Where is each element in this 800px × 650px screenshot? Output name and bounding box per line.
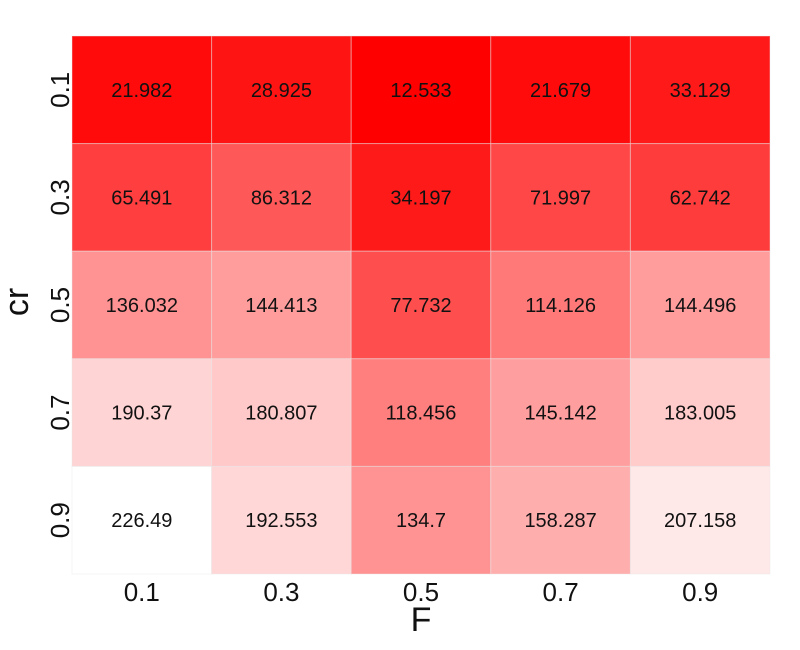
heatmap-cell bbox=[350, 250, 492, 360]
y-tick-label: 0.1 bbox=[45, 72, 75, 108]
heatmap-cell bbox=[629, 250, 771, 360]
y-tick-label: 0.3 bbox=[45, 179, 75, 215]
cell-value-label: 114.126 bbox=[525, 295, 596, 317]
heatmap-cell bbox=[71, 465, 213, 575]
cell-value-label: 145.142 bbox=[524, 403, 596, 425]
heatmap-cell bbox=[350, 35, 492, 145]
y-axis-title: cr bbox=[0, 288, 36, 316]
cell-value-label: 192.553 bbox=[245, 510, 317, 532]
heatmap-cell bbox=[490, 35, 631, 145]
cell-value-label: 71.997 bbox=[530, 187, 591, 209]
heatmap-cell bbox=[629, 358, 771, 467]
cell-value-label: 134.7 bbox=[396, 510, 446, 532]
cell-value-label: 226.49 bbox=[111, 510, 172, 532]
heatmap-cell bbox=[350, 465, 492, 575]
heatmap-cell bbox=[71, 35, 213, 145]
cell-value-label: 34.197 bbox=[390, 187, 451, 209]
cell-value-label: 12.533 bbox=[390, 80, 451, 102]
heatmap-cell bbox=[629, 35, 771, 145]
y-tick-label: 0.7 bbox=[45, 395, 75, 431]
x-axis-ticks: 0.1 0.3 0.5 0.7 0.9 bbox=[124, 577, 719, 607]
cell-value-label: 65.491 bbox=[111, 187, 172, 209]
x-tick-label: 0.9 bbox=[682, 577, 718, 607]
x-tick-label: 0.7 bbox=[543, 577, 579, 607]
heatmap-cell bbox=[350, 358, 492, 467]
y-axis-ticks: 0.1 0.3 0.5 0.7 0.9 bbox=[45, 72, 75, 539]
heatmap-cell bbox=[490, 358, 631, 467]
heatmap-cell bbox=[629, 143, 771, 252]
cell-value-label: 158.287 bbox=[524, 510, 596, 532]
heatmap-cell bbox=[211, 250, 352, 360]
heatmap-value-labels: 21.982 28.925 12.533 21.679 33.129 65.491 86.3… bbox=[106, 80, 737, 532]
cell-value-label: 77.732 bbox=[390, 295, 451, 317]
cell-value-label: 21.679 bbox=[530, 80, 591, 102]
cell-value-label: 21.982 bbox=[111, 80, 172, 102]
cell-value-label: 28.925 bbox=[251, 80, 312, 102]
heatmap-cell bbox=[350, 143, 492, 252]
heatmap-cell bbox=[211, 465, 352, 575]
cell-value-label: 136.032 bbox=[106, 295, 178, 317]
heatmap-cell bbox=[629, 465, 771, 575]
x-axis-title: F bbox=[411, 601, 432, 639]
x-tick-label: 0.5 bbox=[403, 577, 439, 607]
cell-value-label: 62.742 bbox=[670, 187, 731, 209]
cell-value-label: 118.456 bbox=[386, 403, 457, 425]
y-tick-label: 0.9 bbox=[45, 502, 75, 538]
x-tick-label: 0.3 bbox=[263, 577, 299, 607]
heatmap-cell bbox=[211, 358, 352, 467]
heatmap-cell bbox=[71, 358, 213, 467]
cell-value-label: 33.129 bbox=[670, 80, 731, 102]
heatmap-cell bbox=[211, 35, 352, 145]
cell-value-label: 180.807 bbox=[245, 403, 317, 425]
cell-value-label: 144.496 bbox=[664, 295, 736, 317]
heatmap-cell bbox=[71, 143, 213, 252]
cell-value-label: 190.37 bbox=[111, 403, 172, 425]
heatmap-cell bbox=[490, 250, 631, 360]
x-tick-label: 0.1 bbox=[124, 577, 160, 607]
cell-value-label: 86.312 bbox=[251, 187, 312, 209]
cell-value-label: 207.158 bbox=[664, 510, 736, 532]
cell-value-label: 144.413 bbox=[245, 295, 317, 317]
cell-value-label: 183.005 bbox=[664, 403, 736, 425]
y-tick-label: 0.5 bbox=[45, 287, 75, 323]
heatmap-cells bbox=[71, 35, 771, 575]
